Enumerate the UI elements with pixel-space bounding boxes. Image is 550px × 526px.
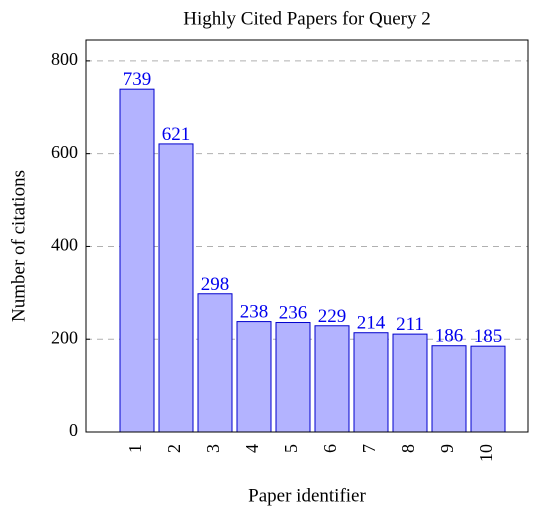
x-tick-label: 6 (320, 444, 340, 453)
bar (275, 322, 311, 433)
value-label: 238 (240, 302, 269, 323)
y-tick-label: 600 (51, 142, 78, 162)
value-label: 236 (279, 303, 308, 324)
y-axis-label: Number of citations (8, 170, 29, 322)
x-tick-label: 2 (164, 444, 184, 453)
y-tick-label: 400 (51, 235, 78, 255)
bar (197, 293, 233, 433)
x-tick-label: 7 (359, 444, 379, 453)
x-tick-label: 10 (476, 444, 496, 462)
bar (314, 325, 350, 433)
bar (392, 333, 428, 433)
bar (236, 321, 272, 433)
value-label: 739 (123, 69, 152, 90)
y-tick-label: 800 (51, 49, 78, 69)
x-tick-label: 3 (203, 444, 223, 453)
x-tick-label: 9 (437, 444, 457, 453)
x-tick-label: 8 (398, 444, 418, 453)
x-tick-label: 1 (125, 444, 145, 453)
bar (431, 345, 467, 433)
bar (119, 88, 155, 433)
value-label: 186 (435, 326, 464, 347)
y-tick-label: 200 (51, 327, 78, 347)
x-tick-label: 4 (242, 444, 262, 453)
value-label: 214 (357, 313, 386, 334)
x-tick-label: 5 (281, 444, 301, 453)
value-label: 185 (474, 326, 503, 347)
bar (353, 332, 389, 433)
value-label: 211 (396, 314, 424, 335)
plot-frame (85, 39, 529, 433)
value-label: 298 (201, 274, 230, 295)
bar (158, 143, 194, 433)
chart-title: Highly Cited Papers for Query 2 (183, 8, 430, 29)
y-tick-label: 0 (69, 420, 78, 440)
bar (470, 345, 506, 433)
value-label: 621 (162, 124, 191, 145)
value-label: 229 (318, 306, 347, 327)
x-axis-label: Paper identifier (248, 485, 366, 506)
